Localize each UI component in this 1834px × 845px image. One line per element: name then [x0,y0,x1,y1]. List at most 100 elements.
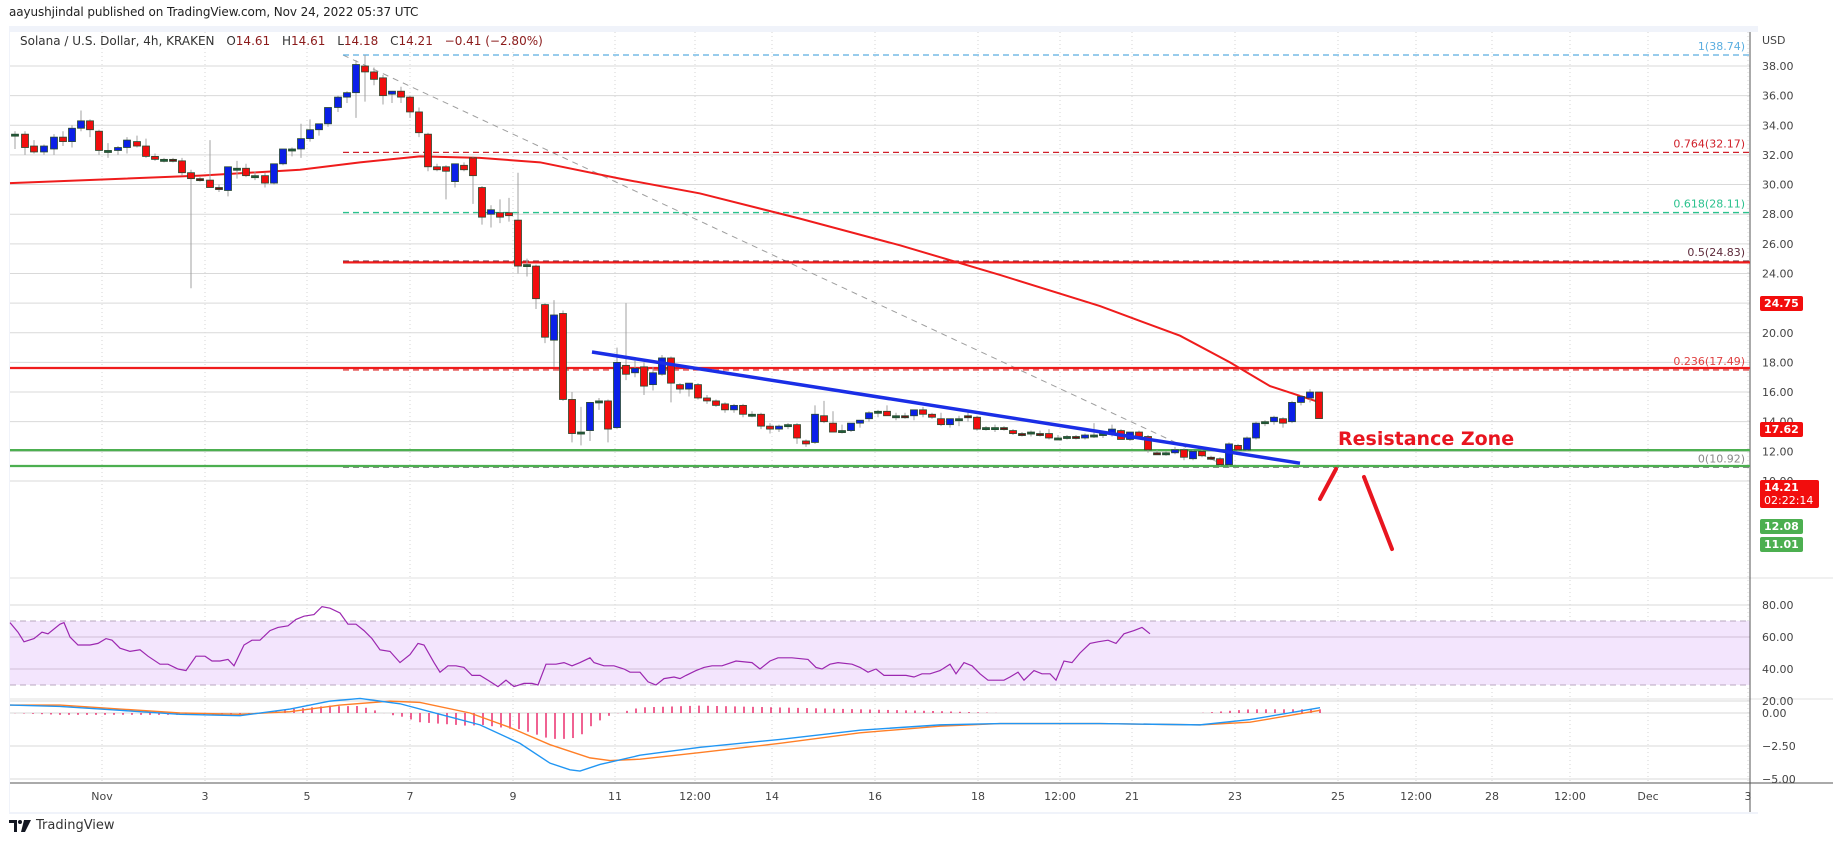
candle[interactable] [50,136,58,150]
candle[interactable] [233,167,241,171]
candle[interactable] [649,372,657,386]
candle[interactable] [1045,433,1053,439]
candle[interactable] [568,399,576,434]
candle[interactable] [928,413,936,418]
candle[interactable] [523,264,531,267]
candle[interactable] [694,384,702,399]
candle[interactable] [541,304,549,338]
candle[interactable] [114,147,122,151]
candle[interactable] [469,157,477,177]
candle[interactable] [1063,436,1071,439]
candle[interactable] [142,145,150,157]
candle[interactable] [270,163,278,184]
candle[interactable] [1252,422,1260,439]
candle[interactable] [160,158,168,162]
candle[interactable] [251,175,259,179]
candle[interactable] [865,412,873,420]
rsi-line[interactable] [9,605,1151,688]
candle[interactable] [1261,421,1269,425]
candle[interactable] [991,427,999,431]
candle[interactable] [442,166,450,172]
candle[interactable] [946,418,954,426]
macd-line[interactable] [9,697,1321,772]
candle[interactable] [242,167,250,177]
candle[interactable] [306,129,314,140]
candle[interactable] [451,163,459,182]
candle[interactable] [1243,437,1251,451]
candle[interactable] [406,96,414,113]
candle[interactable] [68,127,76,142]
candle[interactable] [1081,434,1089,439]
candle[interactable] [973,416,981,430]
candle[interactable] [784,424,792,428]
candle[interactable] [1234,444,1242,451]
candle[interactable] [883,410,891,417]
candle[interactable] [261,175,269,184]
candle[interactable] [334,96,342,108]
candle[interactable] [59,136,67,142]
candle[interactable] [874,410,882,414]
candle[interactable] [613,361,621,429]
candle[interactable] [86,120,94,131]
candle[interactable] [1297,396,1305,403]
candle[interactable] [1153,452,1161,456]
candle[interactable] [361,65,369,73]
candle[interactable] [343,92,351,98]
candle[interactable] [604,400,612,430]
candle[interactable] [1180,449,1188,458]
candle[interactable] [901,415,909,419]
candle[interactable] [1306,391,1314,399]
candle[interactable] [748,413,756,417]
candle[interactable] [11,133,19,137]
candle[interactable] [104,150,112,153]
candle[interactable] [586,402,594,431]
candle[interactable] [460,164,468,171]
candle[interactable] [379,77,387,97]
candle[interactable] [721,403,729,411]
candle[interactable] [187,172,195,180]
candle[interactable] [370,71,378,80]
candle[interactable] [640,366,648,387]
candle[interactable] [964,415,972,419]
candle[interactable] [1315,391,1323,419]
candle[interactable] [21,133,29,148]
candle[interactable] [550,314,558,341]
candle[interactable] [324,107,332,125]
candle[interactable] [1072,436,1080,439]
candle[interactable] [577,431,585,435]
footer-brand[interactable]: TradingView [9,818,115,833]
candle[interactable] [224,166,232,191]
descending-trendline[interactable] [591,350,1301,465]
candle[interactable] [937,418,945,426]
candle[interactable] [397,90,405,98]
candle[interactable] [676,384,684,390]
candle[interactable] [1054,437,1062,441]
candle[interactable] [215,187,223,190]
candle[interactable] [496,212,504,218]
candle[interactable] [514,219,522,267]
candle[interactable] [685,382,693,390]
candle[interactable] [892,415,900,419]
candle[interactable] [169,158,177,162]
candle[interactable] [982,427,990,431]
candle[interactable] [1216,458,1224,466]
candle[interactable] [910,409,918,417]
candle[interactable] [1018,433,1026,436]
candle[interactable] [352,64,360,94]
candle[interactable] [802,440,810,445]
candle[interactable] [196,178,204,182]
candle[interactable] [1036,433,1044,436]
candle[interactable] [433,166,441,171]
candle[interactable] [297,138,305,150]
candle[interactable] [703,397,711,402]
candle[interactable] [631,367,639,374]
candle[interactable] [730,404,738,411]
candle[interactable] [820,415,828,423]
candle[interactable] [95,130,103,151]
candle[interactable] [595,400,603,404]
candle[interactable] [829,422,837,433]
candle[interactable] [1144,436,1152,451]
candle[interactable] [739,404,747,415]
candle[interactable] [77,120,85,129]
